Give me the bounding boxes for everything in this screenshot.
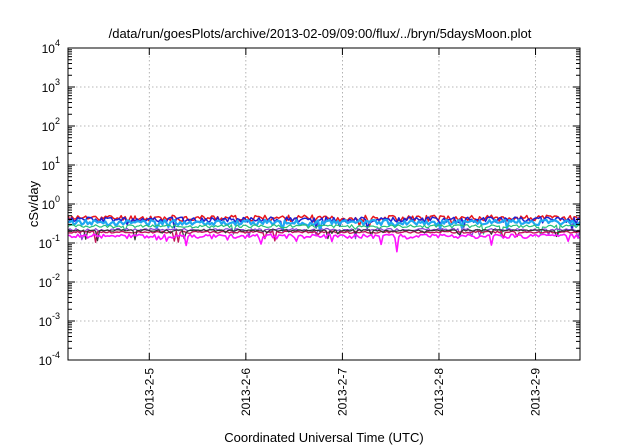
flux-series-line <box>67 218 581 233</box>
flux-series-line <box>67 230 580 244</box>
y-tick-label: 10-2 <box>39 272 60 290</box>
y-tick-label: 10-1 <box>39 233 60 251</box>
data-series <box>67 214 581 253</box>
x-tick-label: 2013-2-5 <box>142 368 156 416</box>
y-tick-label: 102 <box>42 116 60 134</box>
x-tick-label: 2013-2-6 <box>239 368 253 416</box>
grid <box>68 48 580 360</box>
x-tick-label: 2013-2-9 <box>529 368 543 416</box>
y-tick-label: 103 <box>42 77 60 95</box>
flux-series-line <box>67 229 581 242</box>
flux-series-line <box>67 233 581 253</box>
axis-ticks: 10-4 10-3 10-2 10-1 100 101 102 103 104 2013-2-5 2… <box>39 38 580 416</box>
y-tick-label: 10-4 <box>39 350 60 368</box>
y-tick-label: 101 <box>42 155 60 173</box>
y-tick-label: 10-3 <box>39 311 60 329</box>
x-axis-label: Coordinated Universal Time (UTC) <box>224 430 423 445</box>
chart-title: /data/run/goesPlots/archive/2013-02-09/0… <box>109 26 532 41</box>
y-axis-label: cSv/day <box>26 180 41 227</box>
y-tick-label: 104 <box>42 38 60 56</box>
flux-series-line <box>67 224 581 238</box>
y-tick-label: 100 <box>42 194 60 212</box>
x-tick-label: 2013-2-8 <box>432 368 446 416</box>
x-tick-label: 2013-2-7 <box>335 368 349 416</box>
